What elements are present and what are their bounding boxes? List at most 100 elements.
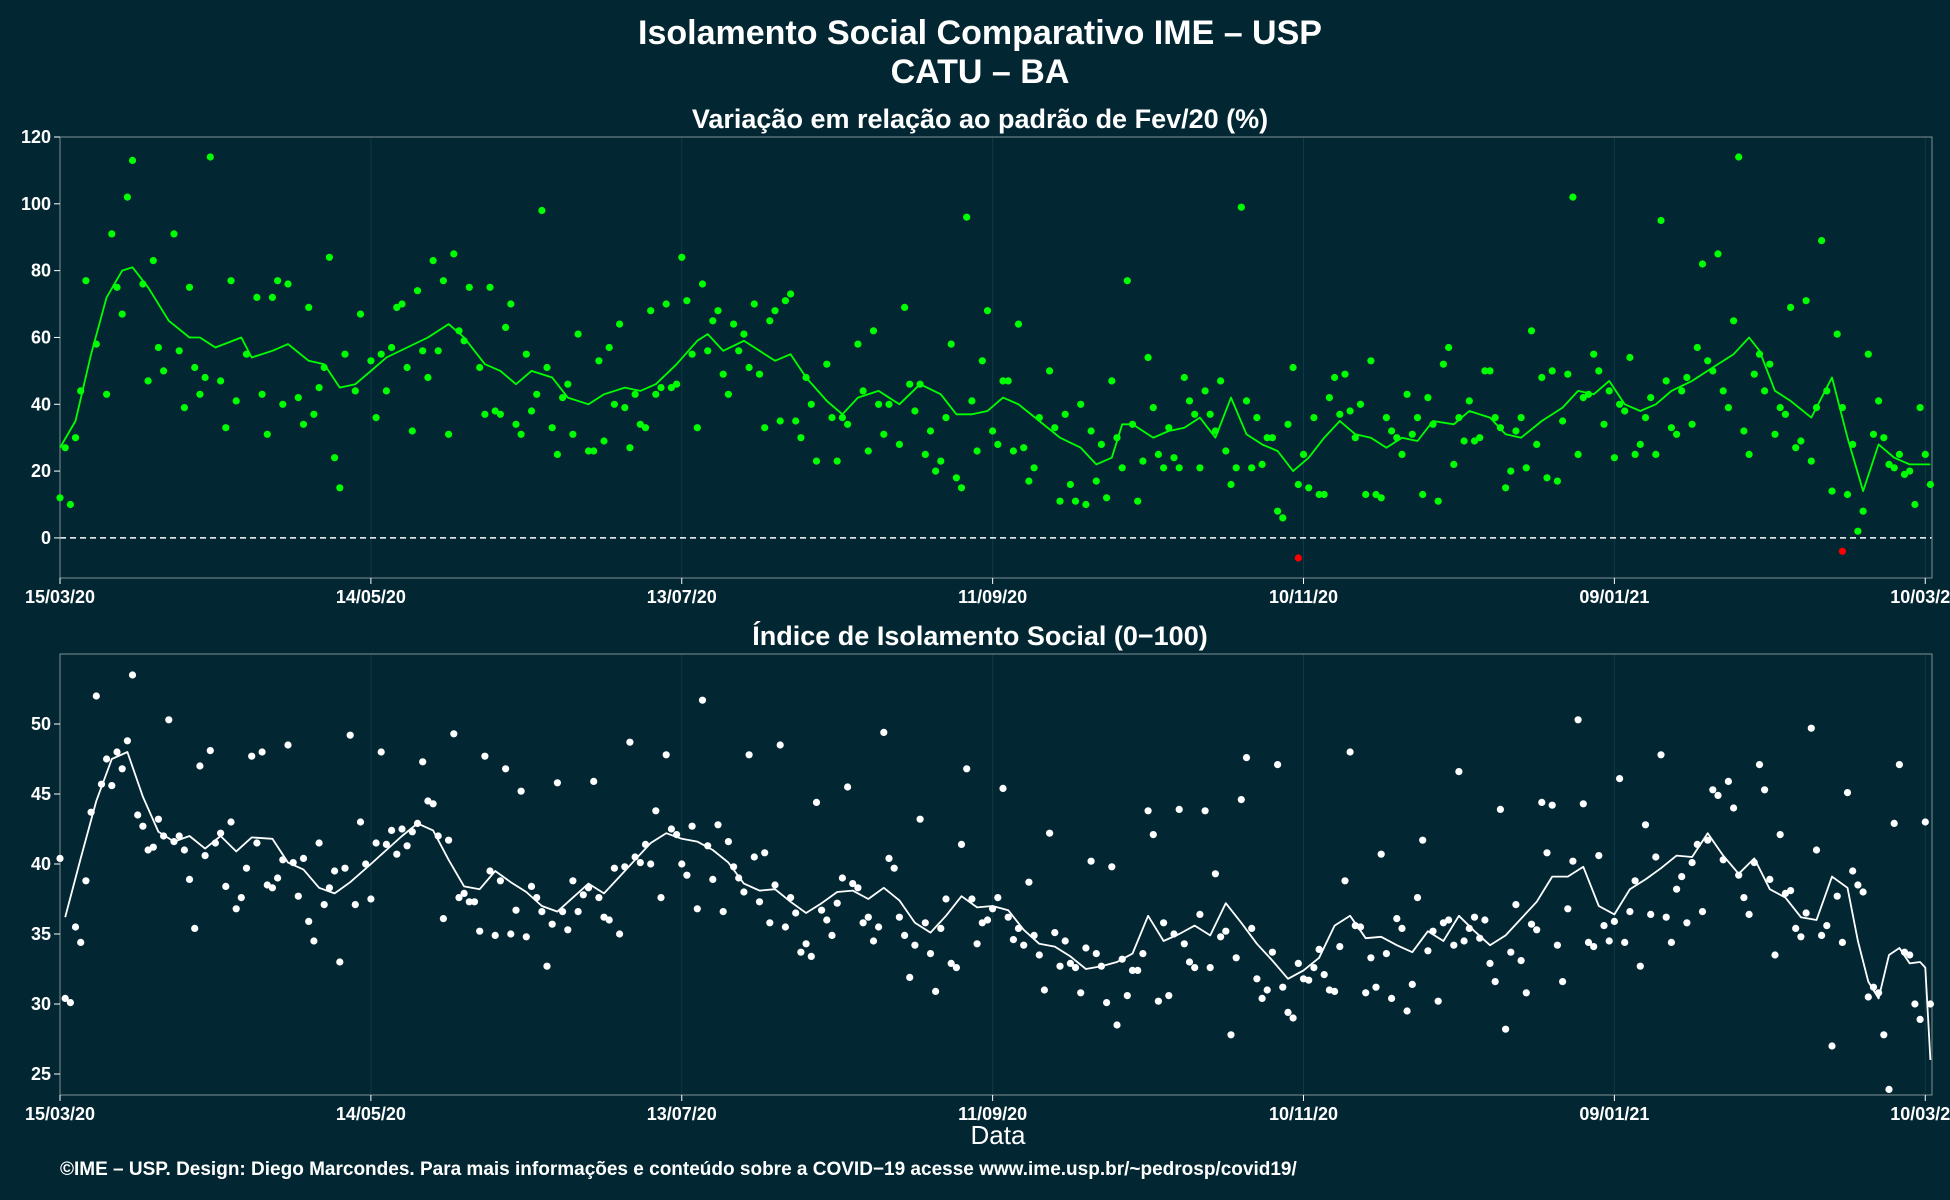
data-point	[1175, 464, 1183, 472]
data-point	[1201, 387, 1209, 395]
data-point	[714, 307, 722, 315]
data-point	[1331, 987, 1339, 996]
data-point	[1926, 480, 1934, 489]
data-point	[973, 940, 981, 948]
data-point	[626, 444, 634, 452]
data-point	[1196, 910, 1204, 919]
data-point	[652, 390, 660, 398]
x-tick-label: 11/09/20	[958, 587, 1027, 607]
data-point	[844, 783, 852, 791]
data-point	[1564, 370, 1572, 378]
data-point	[1108, 863, 1116, 871]
data-point	[341, 350, 349, 358]
data-point	[1818, 931, 1826, 940]
data-point	[683, 297, 691, 305]
data-point	[1522, 464, 1530, 472]
data-point	[1403, 1007, 1411, 1015]
data-point	[610, 400, 619, 408]
data-point	[1004, 377, 1012, 385]
data-point	[1859, 888, 1867, 896]
data-point	[1351, 434, 1359, 442]
data-point	[1559, 978, 1567, 986]
data-point	[310, 410, 318, 418]
data-point	[869, 327, 878, 335]
data-point	[875, 400, 883, 408]
data-point	[1740, 427, 1748, 435]
data-point	[1730, 804, 1738, 812]
data-point	[1227, 480, 1235, 489]
data-point	[1284, 420, 1292, 428]
data-point	[71, 923, 80, 931]
data-point	[1470, 437, 1479, 445]
data-point	[1191, 964, 1199, 972]
data-point	[564, 380, 572, 388]
data-point	[735, 874, 743, 882]
data-point	[1538, 373, 1546, 382]
data-point	[517, 430, 525, 438]
data-point	[1584, 390, 1593, 398]
data-point	[419, 758, 427, 766]
data-point	[1025, 477, 1033, 485]
data-point	[191, 363, 199, 372]
data-point	[1512, 901, 1520, 909]
data-point	[87, 808, 95, 816]
data-point	[932, 987, 940, 996]
data-point	[408, 828, 416, 836]
data-point	[1217, 377, 1225, 385]
data-point	[1657, 216, 1665, 225]
y-tick-label: 40	[31, 854, 51, 874]
data-point	[1149, 404, 1157, 412]
data-point	[553, 450, 562, 458]
data-point	[745, 751, 753, 759]
x-tick-label: 10/03/21	[1890, 587, 1950, 607]
data-point	[1543, 474, 1551, 482]
data-point	[1470, 913, 1479, 921]
data-point	[1398, 924, 1406, 933]
x-tick-label: 15/03/20	[25, 587, 95, 607]
data-point	[1496, 424, 1504, 432]
data-point	[901, 931, 909, 940]
data-point	[854, 340, 862, 348]
data-point	[1818, 237, 1826, 245]
data-point	[382, 840, 390, 849]
data-point	[512, 906, 520, 914]
data-point	[1051, 929, 1059, 937]
data-point	[1004, 913, 1012, 921]
data-point	[1807, 457, 1815, 465]
data-point	[776, 417, 784, 425]
data-point	[1574, 450, 1582, 458]
data-point	[336, 484, 344, 492]
data-point	[631, 390, 639, 398]
data-point	[1714, 250, 1722, 258]
data-point	[1206, 964, 1214, 972]
data-point	[1771, 951, 1779, 959]
data-point	[610, 864, 619, 872]
data-point	[1854, 881, 1862, 889]
data-point	[1429, 420, 1437, 428]
data-point	[325, 253, 333, 261]
data-point	[372, 839, 380, 847]
data-point	[460, 337, 468, 345]
data-point	[1014, 924, 1023, 933]
data-point	[1476, 934, 1484, 942]
data-point	[1434, 497, 1442, 505]
data-point	[730, 320, 738, 328]
y-tick-label: 60	[31, 327, 51, 347]
data-point	[305, 917, 313, 926]
data-point	[1600, 922, 1608, 930]
data-point	[398, 825, 406, 833]
data-point	[1885, 1085, 1893, 1093]
data-point	[450, 730, 458, 738]
data-point	[1341, 877, 1349, 885]
data-point	[367, 357, 375, 365]
data-point	[781, 923, 790, 931]
data-point	[1579, 800, 1587, 808]
data-point	[869, 937, 878, 945]
data-point	[113, 748, 121, 756]
y-tick-label: 45	[31, 784, 51, 804]
data-point	[185, 283, 194, 291]
data-point	[1564, 905, 1572, 913]
data-point	[289, 859, 297, 867]
data-point	[797, 948, 805, 956]
data-point	[1807, 724, 1815, 732]
